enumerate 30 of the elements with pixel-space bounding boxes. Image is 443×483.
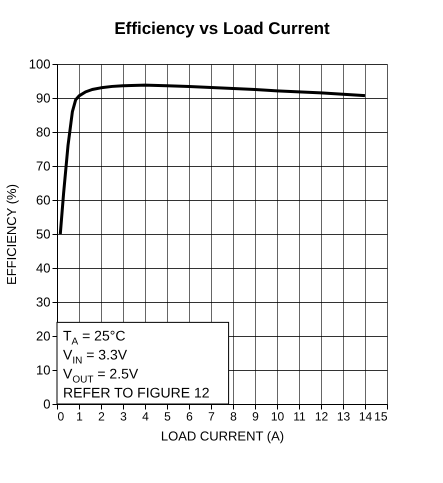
y-tick-label: 80 bbox=[36, 124, 50, 140]
x-tick-label: 3 bbox=[120, 410, 128, 424]
x-tick-label: 14 bbox=[358, 410, 372, 424]
x-tick-label: 4 bbox=[142, 410, 150, 424]
y-tick-label: 10 bbox=[36, 362, 50, 378]
x-tick-label: 2 bbox=[98, 410, 106, 424]
x-tick-label: 12 bbox=[314, 410, 328, 424]
y-axis-title: EFFICIENCY (%) bbox=[4, 184, 19, 285]
x-axis-title: LOAD CURRENT (A) bbox=[160, 428, 284, 444]
x-tick-label: 8 bbox=[230, 410, 238, 424]
y-tick-label: 90 bbox=[36, 90, 50, 106]
x-tick-label: 1 bbox=[76, 410, 84, 424]
y-tick-label: 50 bbox=[36, 226, 50, 242]
y-tick-label: 70 bbox=[36, 158, 50, 174]
y-tick-label: 100 bbox=[28, 56, 50, 72]
x-tick-label: 15 bbox=[374, 410, 388, 424]
x-tick-label: 9 bbox=[252, 410, 260, 424]
x-tick-label: 6 bbox=[186, 410, 194, 424]
y-tick-label: 0 bbox=[43, 396, 50, 412]
x-tick-label: 5 bbox=[164, 410, 172, 424]
x-tick-label: 13 bbox=[336, 410, 350, 424]
y-tick-label: 60 bbox=[36, 192, 50, 208]
chart-title: Efficiency vs Load Current bbox=[114, 19, 330, 38]
y-tick-label: 30 bbox=[36, 294, 50, 310]
y-tick-label: 20 bbox=[36, 328, 50, 344]
x-tick-label: 0 bbox=[58, 410, 64, 424]
x-tick-label: 11 bbox=[293, 410, 306, 424]
x-tick-label: 7 bbox=[208, 410, 216, 424]
x-tick-label: 10 bbox=[270, 410, 284, 424]
y-tick-label: 40 bbox=[36, 260, 50, 276]
